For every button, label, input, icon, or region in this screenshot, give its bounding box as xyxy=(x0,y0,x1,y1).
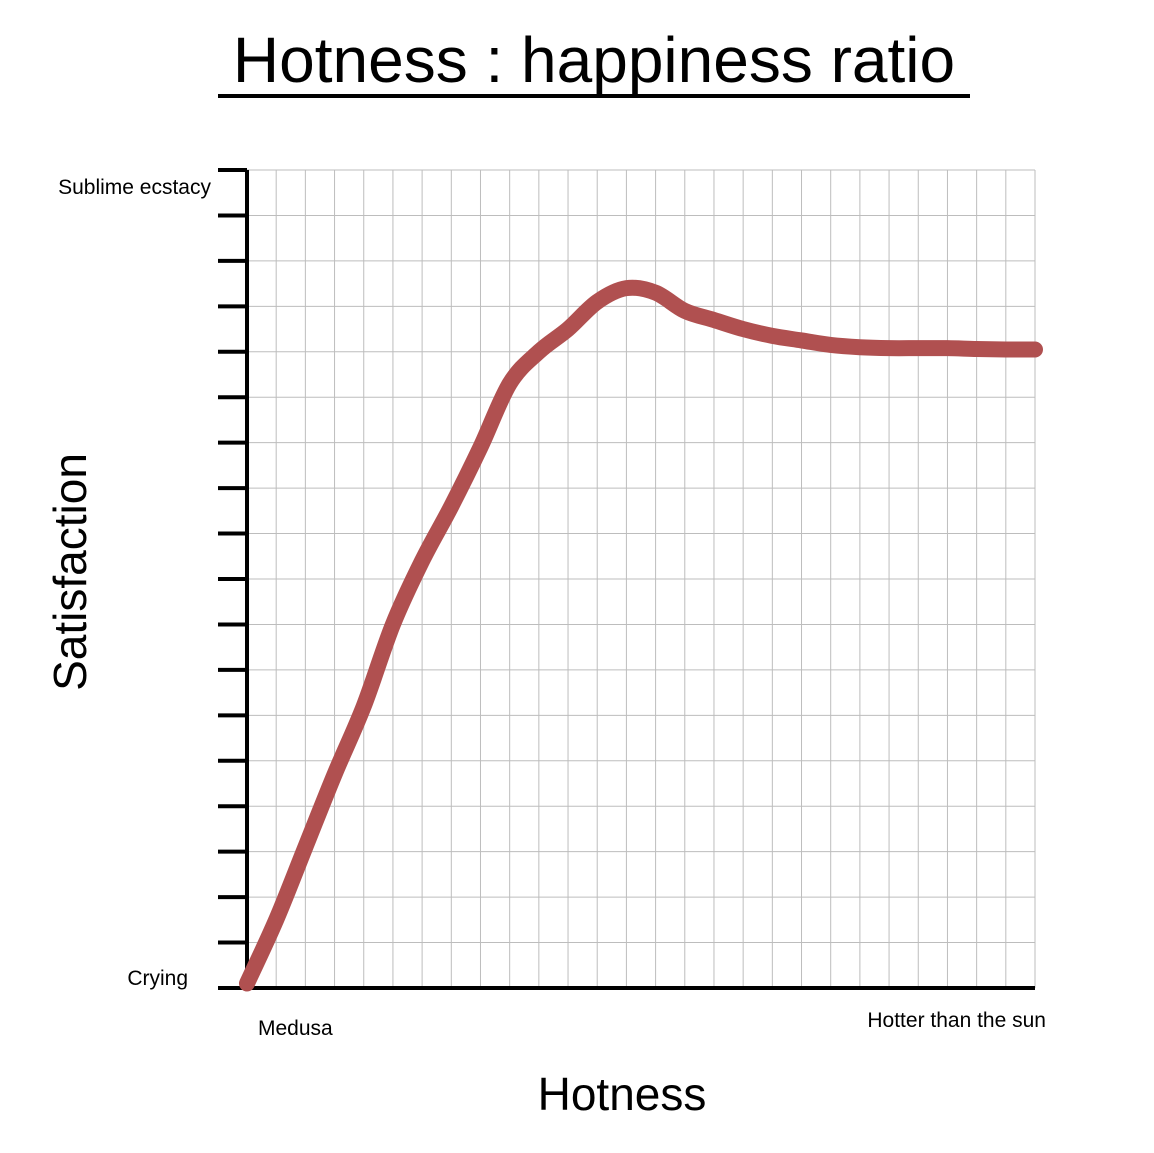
x-axis-min-label: Medusa xyxy=(258,1017,333,1040)
series-line xyxy=(239,279,1043,992)
x-axis-max-label: Hotter than the sun xyxy=(867,1009,1046,1032)
chart-title: Hotness : happiness ratio xyxy=(233,24,955,96)
y-axis-max-label: Sublime ecstacy xyxy=(58,176,211,199)
y-axis-ticks xyxy=(218,168,247,945)
grid xyxy=(247,169,1036,988)
y-axis-title: Satisfaction xyxy=(44,453,96,691)
y-axis-min-label: Crying xyxy=(127,967,188,990)
x-axis-title: Hotness xyxy=(538,1068,707,1120)
